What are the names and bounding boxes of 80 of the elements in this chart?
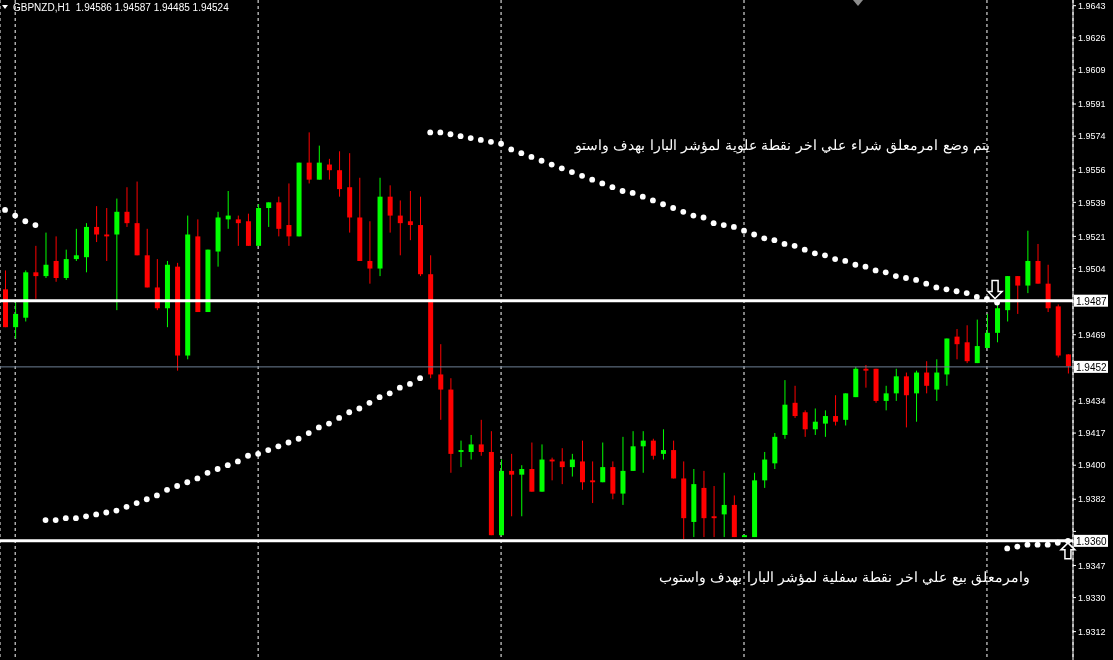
ref-line-label: 1.9360 xyxy=(1076,535,1108,547)
y-tick-label: 1.9609 xyxy=(1078,65,1106,76)
y-tick-label: 1.9330 xyxy=(1078,592,1106,603)
candlestick xyxy=(114,198,120,311)
candlestick xyxy=(802,409,808,438)
chart-title: GBPNZD,H1 1.94586 1.94587 1.94485 1.94524 xyxy=(13,2,229,13)
ref-line-label: 1.9487 xyxy=(1076,295,1108,307)
candlestick xyxy=(337,150,343,198)
candlestick xyxy=(792,385,798,419)
y-tick-label: 1.9469 xyxy=(1078,329,1106,340)
annotation: وامرمعلق بيع علي اخر نقطة سفلية لمؤشر البارا بهدف واستوب xyxy=(658,569,1030,586)
y-tick-label: 1.9312 xyxy=(1078,626,1106,637)
candlestick xyxy=(458,440,464,468)
y-tick-label: 1.9382 xyxy=(1078,494,1106,505)
candlestick xyxy=(53,235,59,283)
candlestick xyxy=(306,131,312,184)
candlestick xyxy=(438,343,444,421)
candlestick xyxy=(286,182,292,247)
candlestick xyxy=(94,205,100,243)
candlestick xyxy=(762,451,768,489)
candlestick xyxy=(711,485,717,538)
candlestick xyxy=(63,249,69,281)
candlestick xyxy=(863,364,869,389)
candlestick xyxy=(124,186,130,228)
candlestick xyxy=(407,190,413,241)
candlestick xyxy=(964,324,970,364)
y-tick-label: 1.9539 xyxy=(1078,197,1106,208)
candlestick xyxy=(650,438,656,461)
candlestick xyxy=(974,319,980,364)
candlestick xyxy=(73,228,79,262)
candlestick xyxy=(579,440,585,491)
candlestick xyxy=(914,370,920,423)
candlestick xyxy=(903,372,909,428)
candlestick xyxy=(569,453,575,478)
candlestick xyxy=(893,368,899,402)
candlestick xyxy=(104,207,110,262)
candlestick xyxy=(1015,275,1021,315)
candlestick xyxy=(387,184,393,234)
candlestick xyxy=(620,436,626,506)
candlestick xyxy=(367,220,373,285)
candlestick xyxy=(660,428,666,461)
candlestick xyxy=(529,442,535,493)
candlestick xyxy=(478,419,484,457)
candlestick xyxy=(509,453,515,517)
y-tick-label: 1.9504 xyxy=(1078,263,1106,274)
y-tick-label: 1.9556 xyxy=(1078,165,1106,176)
y-tick-label: 1.9347 xyxy=(1078,560,1106,571)
ref-line-label: 1.9452 xyxy=(1076,361,1108,373)
candlestick xyxy=(316,145,322,181)
candlestick xyxy=(519,464,525,517)
candlestick xyxy=(954,328,960,360)
candlestick xyxy=(235,215,241,247)
candlestick xyxy=(984,313,990,349)
candlestick xyxy=(590,460,596,504)
y-tick-label: 1.9626 xyxy=(1078,33,1106,44)
candlestick xyxy=(468,434,474,461)
candlestick xyxy=(812,407,818,436)
y-tick-label: 1.9417 xyxy=(1078,428,1106,439)
y-tick-label: 1.9400 xyxy=(1078,460,1106,471)
candlestick xyxy=(1035,243,1041,285)
annotation: يتم وضع امرمعلق شراء علي اخر نقطة علوية لمؤشر البارا بهدف واستو xyxy=(574,137,990,154)
candlestick xyxy=(397,199,403,256)
candlestick xyxy=(559,447,565,485)
candlestick xyxy=(266,201,272,228)
y-tick-label: 1.9643 xyxy=(1078,0,1106,11)
candlestick xyxy=(934,358,940,402)
candlestick xyxy=(822,409,828,438)
candlestick xyxy=(33,245,39,300)
candlestick xyxy=(600,442,606,483)
y-tick-label: 1.9591 xyxy=(1078,99,1106,110)
candlestick xyxy=(1065,353,1071,374)
y-tick-label: 1.9434 xyxy=(1078,396,1106,407)
y-tick-label: 1.9574 xyxy=(1078,131,1106,142)
candlestick xyxy=(924,360,930,394)
candlestick xyxy=(43,232,49,279)
candlestick xyxy=(883,385,889,411)
y-tick-label: 1.9521 xyxy=(1078,231,1106,242)
candlestick xyxy=(13,302,19,340)
candlestick xyxy=(833,394,839,426)
candlestick xyxy=(721,472,727,538)
